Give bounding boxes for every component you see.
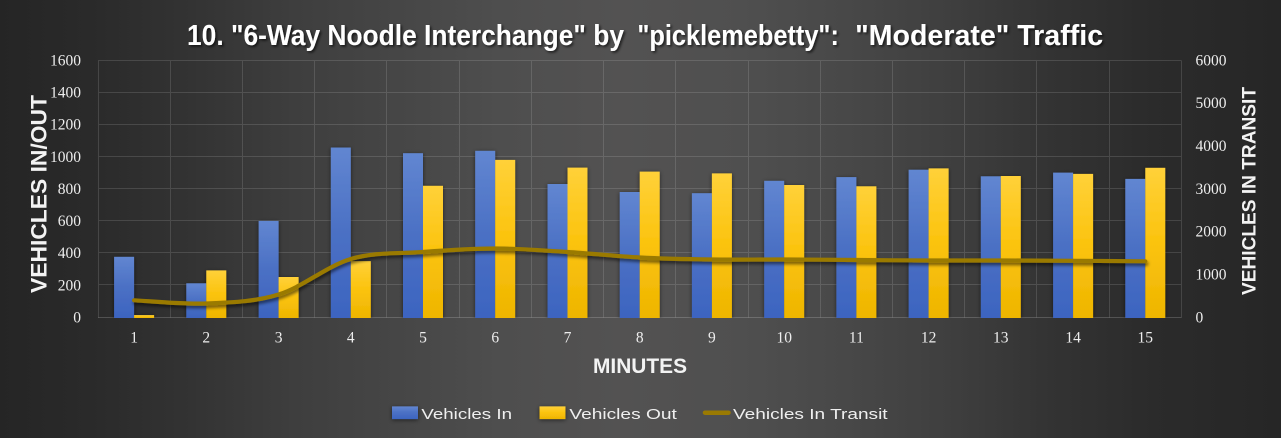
svg-text:1600: 1600 — [50, 52, 81, 69]
svg-text:600: 600 — [58, 213, 82, 230]
svg-text:Vehicles In: Vehicles In — [421, 406, 512, 423]
svg-text:8: 8 — [636, 330, 644, 347]
svg-text:3000: 3000 — [1196, 181, 1227, 198]
svg-text:1000: 1000 — [50, 149, 81, 166]
svg-text:9: 9 — [708, 330, 716, 347]
svg-text:1400: 1400 — [50, 85, 81, 102]
svg-text:MINUTES: MINUTES — [593, 355, 687, 378]
svg-text:800: 800 — [58, 181, 82, 198]
svg-text:5: 5 — [419, 330, 427, 347]
svg-text:0: 0 — [1196, 309, 1204, 326]
svg-text:6: 6 — [491, 330, 499, 347]
svg-text:VEHICLES IN TRANSIT: VEHICLES IN TRANSIT — [1239, 87, 1261, 295]
svg-text:4: 4 — [347, 330, 355, 347]
svg-text:"Moderate" Traffic: "Moderate" Traffic — [855, 20, 1103, 52]
svg-text:5000: 5000 — [1196, 95, 1227, 112]
svg-text:7: 7 — [564, 330, 572, 347]
svg-text:VEHICLES IN/OUT: VEHICLES IN/OUT — [27, 95, 52, 293]
svg-text:3: 3 — [275, 330, 283, 347]
svg-text:200: 200 — [58, 277, 82, 294]
svg-text:4000: 4000 — [1196, 138, 1227, 155]
svg-text:Vehicles Out: Vehicles Out — [569, 406, 677, 423]
svg-text:12: 12 — [921, 330, 937, 347]
svg-text:0: 0 — [73, 309, 81, 326]
svg-text:13: 13 — [993, 330, 1009, 347]
svg-text:15: 15 — [1138, 330, 1154, 347]
svg-text:1200: 1200 — [50, 117, 81, 134]
svg-text:11: 11 — [849, 330, 864, 347]
svg-text:2: 2 — [202, 330, 210, 347]
svg-text:1000: 1000 — [1196, 267, 1227, 284]
svg-text:10: 10 — [776, 330, 792, 347]
svg-text:6000: 6000 — [1196, 52, 1227, 69]
svg-text:"picklemebetty":: "picklemebetty": — [637, 20, 839, 52]
svg-text:1: 1 — [130, 330, 138, 347]
svg-text:2000: 2000 — [1196, 224, 1227, 241]
svg-text:14: 14 — [1065, 330, 1081, 347]
svg-text:400: 400 — [58, 245, 82, 262]
svg-text:Vehicles In Transit: Vehicles In Transit — [733, 406, 889, 423]
svg-text:10. "6-Way Noodle Interchange": 10. "6-Way Noodle Interchange" by — [187, 20, 624, 52]
